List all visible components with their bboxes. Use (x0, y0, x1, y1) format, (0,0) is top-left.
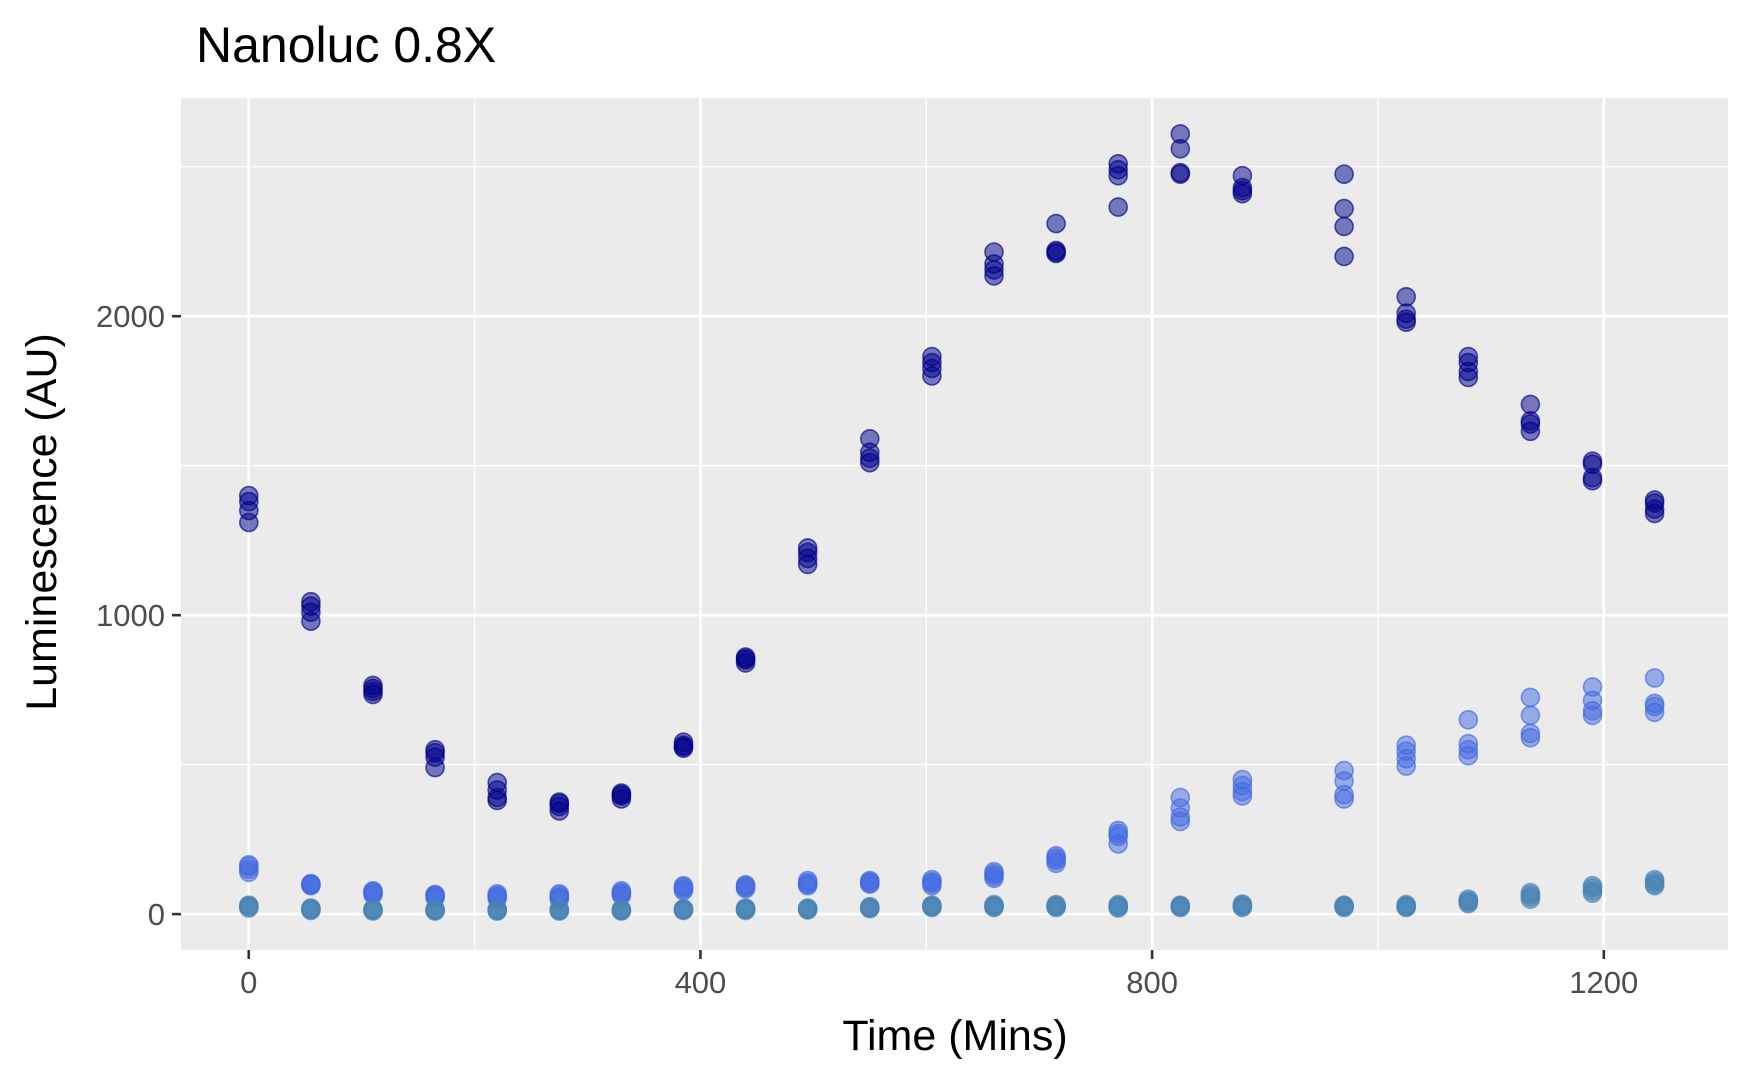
data-point (859, 870, 880, 891)
data-point (1396, 303, 1416, 324)
data-point (1334, 198, 1354, 219)
plot-panel (181, 98, 1728, 950)
data-point (1458, 733, 1479, 754)
data-point (1334, 895, 1354, 916)
data-point (1458, 889, 1479, 910)
data-point (1520, 687, 1541, 708)
data-point (1108, 820, 1128, 841)
data-point (1232, 769, 1253, 790)
data-point (363, 899, 383, 919)
data-point (363, 675, 383, 696)
data-point (673, 875, 694, 896)
x-axis-title: Time (Mins) (842, 1012, 1067, 1060)
data-point (487, 899, 508, 920)
y-tick-label: 0 (148, 897, 165, 932)
data-point (735, 898, 756, 918)
data-point (1046, 845, 1066, 866)
data-point (984, 894, 1004, 915)
data-point (735, 874, 756, 895)
data-point (1232, 894, 1253, 914)
data-point (1520, 723, 1541, 744)
data-point (1582, 875, 1603, 896)
data-point (1334, 760, 1354, 781)
data-point (1520, 411, 1541, 431)
series-2 (239, 668, 1665, 910)
data-point (984, 242, 1004, 262)
data-point (239, 485, 259, 506)
x-tick-label: 0 (240, 965, 257, 1000)
data-point (673, 898, 694, 919)
data-point (1458, 346, 1479, 367)
data-point (1170, 162, 1191, 183)
series-1 (239, 124, 1665, 821)
data-point (301, 591, 321, 612)
data-point (239, 895, 259, 916)
data-point (549, 792, 570, 812)
data-point (1644, 668, 1665, 688)
data-point (611, 899, 632, 920)
data-point (1170, 787, 1191, 808)
data-point (1170, 124, 1191, 144)
data-point (611, 880, 632, 901)
data-point (239, 854, 259, 875)
data-point (859, 896, 880, 917)
data-point (1046, 240, 1066, 261)
x-tick-label: 1200 (1569, 965, 1638, 1000)
data-point (1046, 894, 1066, 915)
data-point (1232, 165, 1253, 186)
data-point (922, 346, 942, 367)
series-3 (239, 869, 1665, 921)
data-point (922, 895, 942, 916)
data-point (425, 739, 445, 760)
data-point (1644, 869, 1665, 890)
data-point (673, 732, 694, 753)
data-point (984, 861, 1004, 882)
data-point (859, 428, 880, 449)
data-point (797, 538, 818, 558)
data-point (363, 880, 383, 901)
data-point (1396, 286, 1416, 307)
data-point (1520, 705, 1541, 726)
data-point (1396, 894, 1416, 915)
data-point (1458, 709, 1479, 730)
data-point (797, 870, 818, 891)
data-point (301, 873, 321, 894)
data-point (1108, 894, 1128, 915)
y-tick-label: 1000 (96, 598, 165, 633)
y-tick-label: 2000 (96, 299, 165, 334)
data-point (549, 899, 570, 920)
data-point (301, 898, 321, 918)
x-tick-label: 800 (1126, 965, 1178, 1000)
data-point (797, 898, 818, 918)
data-point (1644, 693, 1665, 714)
data-point (611, 783, 632, 803)
data-point (1334, 246, 1354, 267)
data-point (1520, 394, 1541, 415)
data-point (1582, 451, 1603, 472)
data-point (425, 899, 445, 920)
y-axis-title: Luminescence (AU) (18, 333, 66, 711)
data-point (1170, 895, 1191, 916)
data-point (922, 869, 942, 890)
y-axis: 0 1000 2000 (96, 299, 181, 932)
data-point (1396, 735, 1416, 756)
data-point (1334, 164, 1354, 184)
data-point (735, 647, 756, 667)
data-point (1108, 154, 1128, 174)
data-point (1644, 490, 1665, 510)
data-point (1334, 216, 1354, 237)
data-point (1046, 213, 1066, 234)
data-point (487, 772, 508, 793)
x-axis: 0 400 800 1200 (240, 950, 1638, 1000)
x-tick-label: 400 (675, 965, 727, 1000)
data-points (239, 124, 1665, 921)
data-point (1520, 882, 1541, 903)
chart-title: Nanoluc 0.8X (196, 17, 496, 73)
data-point (1582, 677, 1603, 697)
data-point (1108, 197, 1128, 217)
